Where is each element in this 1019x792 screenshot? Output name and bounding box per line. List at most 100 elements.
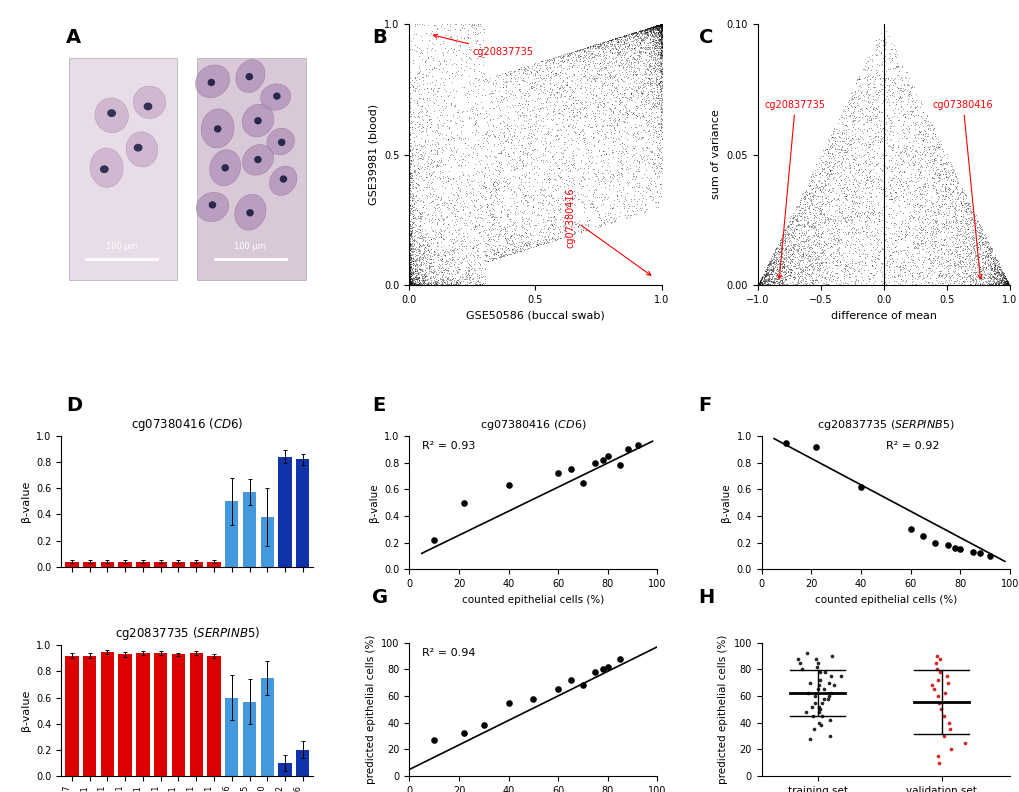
Point — [815, 666, 832, 679]
Point — [651, 18, 667, 31]
Point — [446, 279, 463, 291]
Point — [413, 109, 429, 122]
Point — [628, 86, 644, 99]
Point — [622, 44, 638, 56]
Point — [503, 134, 520, 147]
Point — [443, 253, 460, 266]
Point — [1000, 279, 1016, 291]
Point — [620, 78, 636, 90]
Point — [808, 661, 824, 673]
Point — [605, 63, 622, 76]
Point — [860, 105, 876, 117]
Point — [914, 268, 930, 281]
Point — [646, 29, 662, 41]
Point — [791, 210, 807, 223]
Point — [833, 158, 849, 170]
Point — [842, 143, 858, 156]
Point — [510, 109, 526, 121]
Point — [978, 258, 995, 271]
Point — [645, 36, 661, 48]
Point — [455, 252, 472, 265]
Point — [814, 181, 830, 194]
Point — [603, 97, 620, 110]
Point — [808, 227, 824, 239]
Point — [790, 268, 806, 280]
Point — [621, 50, 637, 63]
Point — [802, 251, 818, 264]
Point — [557, 227, 574, 239]
Point — [641, 36, 657, 48]
Point — [507, 237, 524, 249]
Point — [821, 670, 838, 683]
Point — [911, 265, 927, 278]
Point — [404, 279, 420, 291]
Point — [432, 227, 448, 240]
Point — [870, 182, 887, 195]
Point — [653, 51, 669, 63]
Point — [938, 170, 955, 183]
Point — [783, 227, 799, 240]
Point — [489, 70, 505, 83]
Point — [825, 151, 842, 164]
Point — [652, 18, 668, 31]
Point — [599, 40, 615, 52]
Bar — [118, 562, 131, 567]
Point — [464, 216, 480, 229]
Point — [876, 189, 893, 202]
Point — [582, 150, 598, 162]
Point — [634, 109, 650, 122]
Point — [614, 86, 631, 99]
Point — [415, 277, 431, 290]
Point — [401, 150, 418, 162]
Point — [649, 73, 665, 86]
Point — [406, 200, 422, 213]
Point — [810, 201, 826, 214]
Point — [401, 224, 418, 237]
Point — [769, 267, 786, 280]
Point — [579, 57, 595, 70]
Point — [844, 86, 860, 98]
Point — [414, 264, 430, 276]
Point — [422, 158, 438, 171]
Point — [400, 254, 417, 267]
Point — [636, 205, 652, 218]
Point — [639, 26, 655, 39]
Point — [581, 43, 597, 55]
Point — [843, 258, 859, 271]
Point — [562, 220, 579, 233]
Point — [550, 83, 567, 96]
Point — [794, 253, 810, 266]
Point — [916, 234, 932, 247]
Point — [587, 38, 603, 51]
Point — [403, 250, 419, 263]
Point — [907, 241, 923, 253]
Point — [757, 268, 773, 280]
Point — [828, 143, 845, 155]
Point — [479, 119, 495, 131]
Point — [956, 221, 972, 234]
Point — [776, 228, 793, 241]
Point — [958, 263, 974, 276]
Point — [866, 221, 882, 234]
Point — [616, 29, 633, 42]
Point — [961, 249, 977, 262]
Point — [845, 135, 861, 148]
Point — [610, 36, 627, 48]
Point — [764, 261, 781, 274]
Point — [652, 49, 668, 62]
Point — [875, 236, 892, 249]
Point — [962, 246, 978, 258]
Point — [648, 42, 664, 55]
Point — [536, 222, 552, 234]
Point — [922, 264, 938, 276]
Point — [624, 204, 640, 216]
Point — [409, 159, 425, 172]
Point — [807, 653, 823, 665]
Point — [454, 271, 471, 284]
Point — [475, 269, 491, 282]
Point — [941, 169, 957, 182]
Point — [965, 208, 981, 221]
Point — [448, 279, 465, 291]
Point — [896, 234, 912, 247]
Point — [987, 277, 1004, 290]
